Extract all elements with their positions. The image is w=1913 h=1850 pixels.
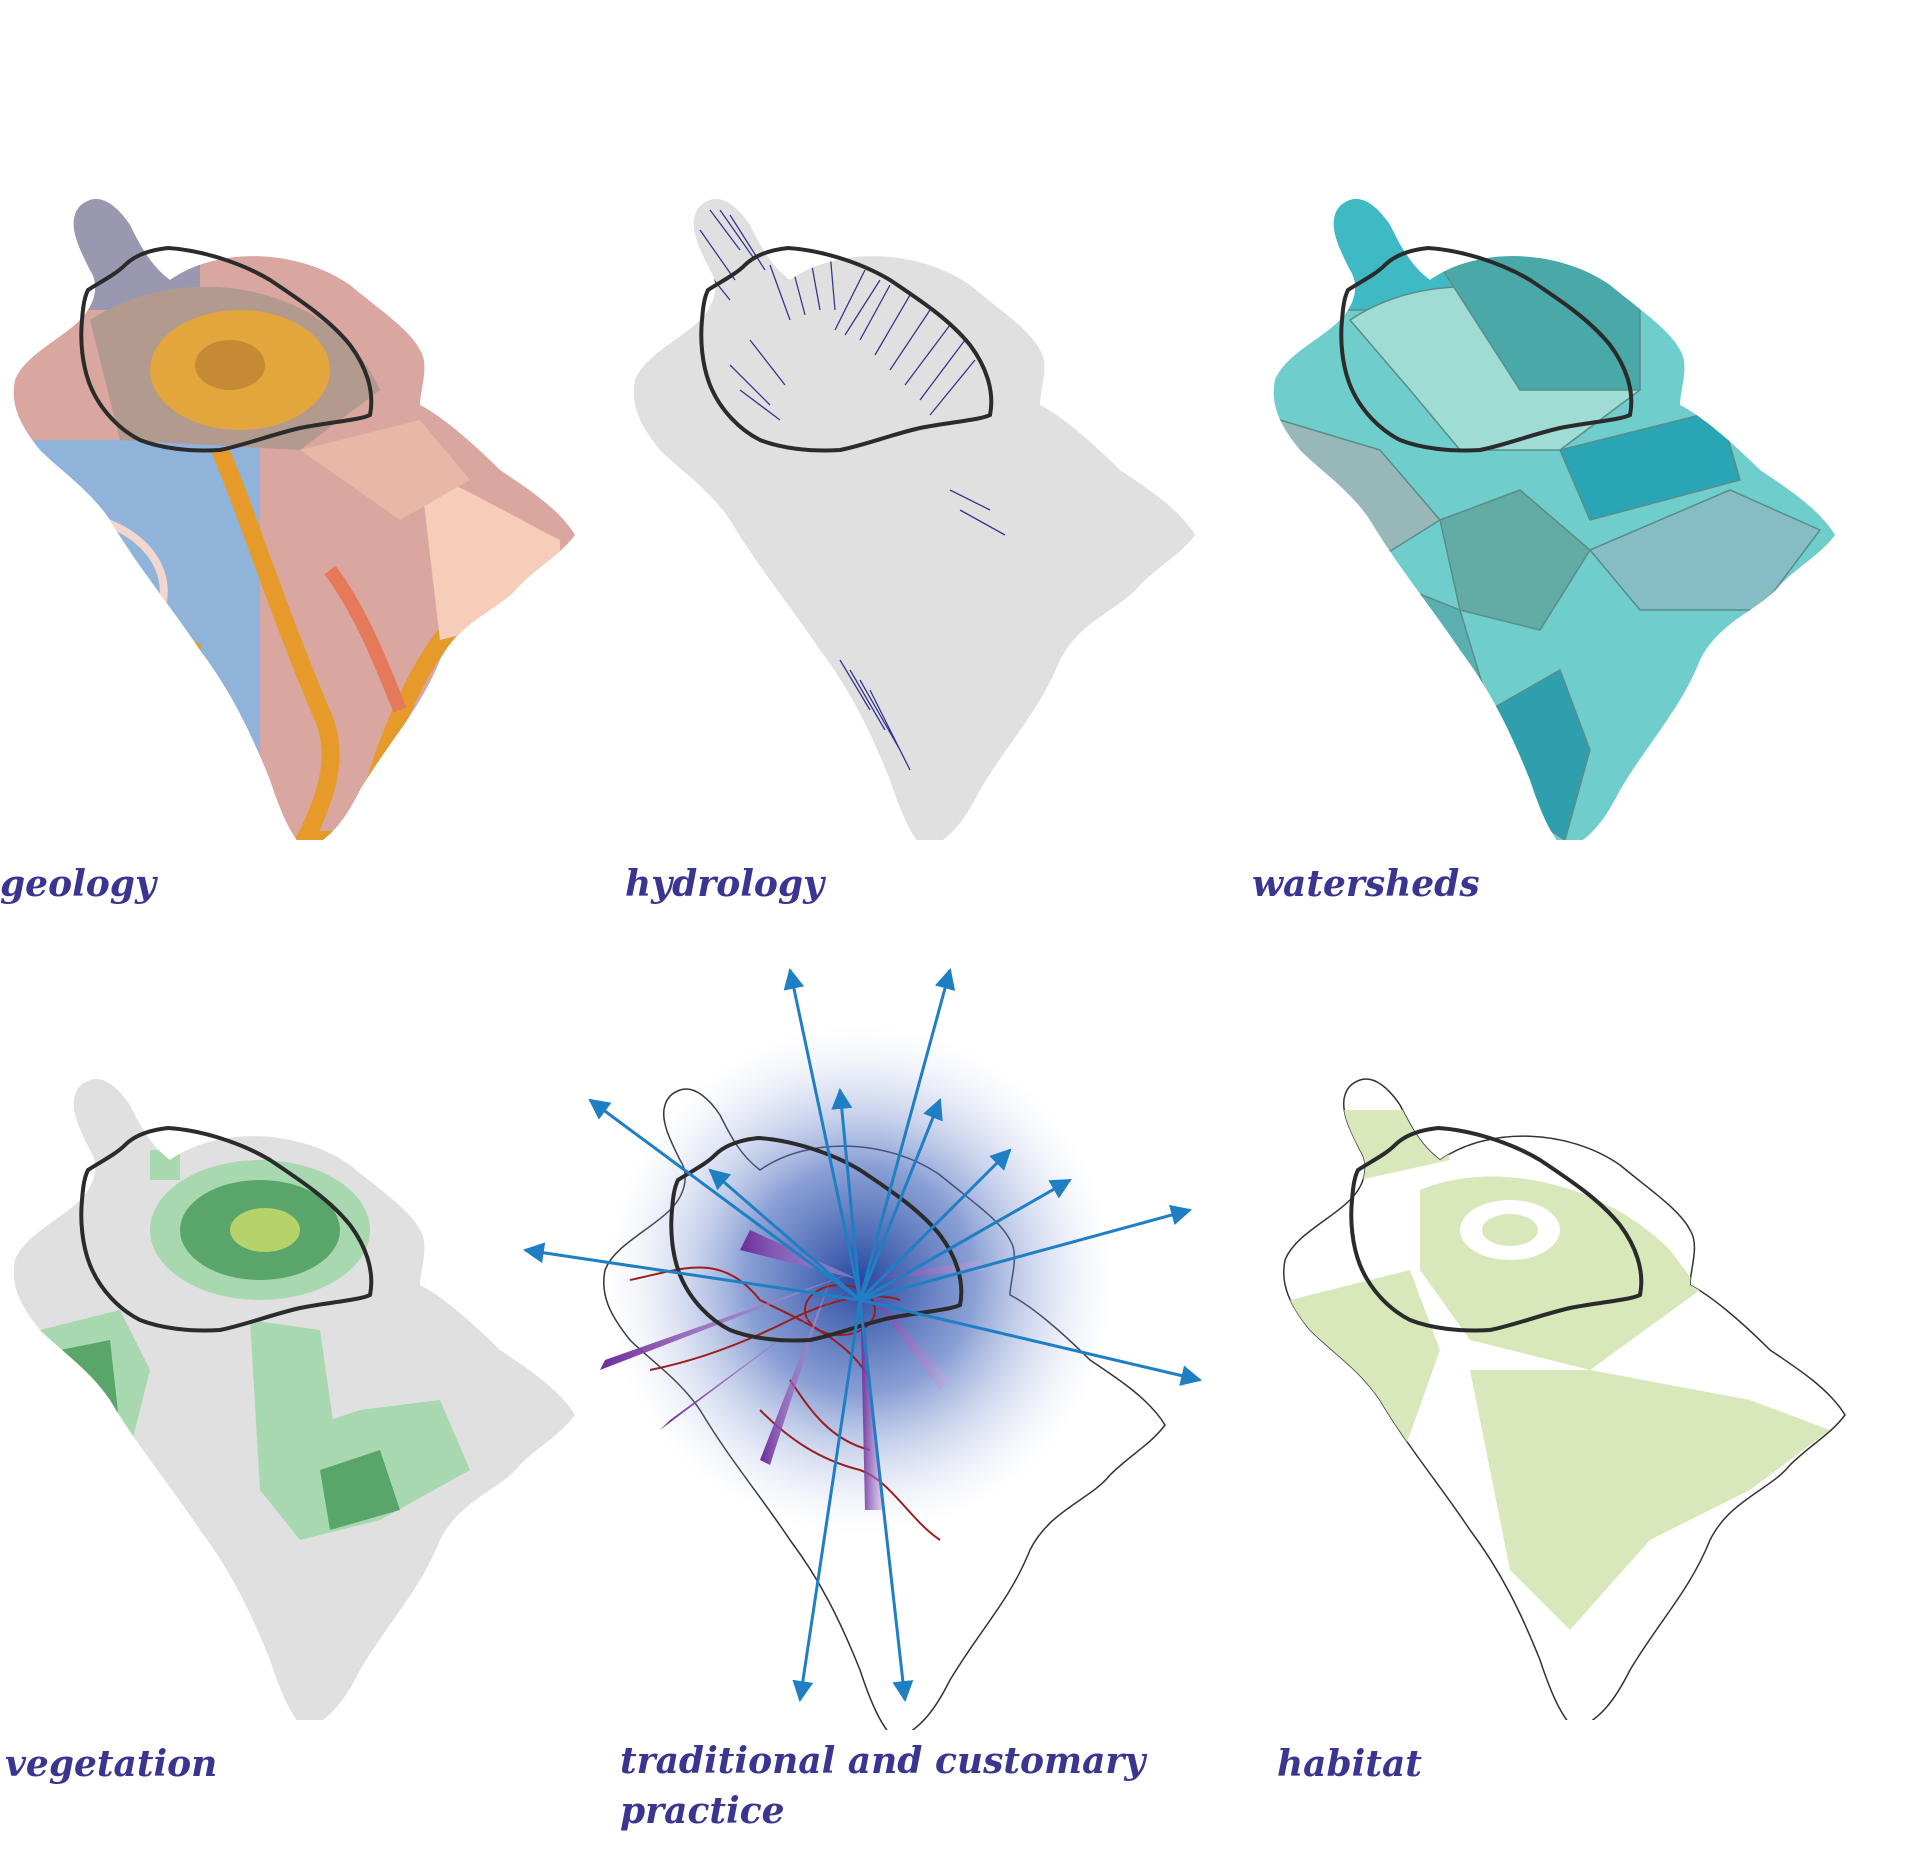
traditional-practice-map	[510, 950, 1230, 1730]
practice-wedge	[660, 1280, 860, 1430]
watersheds-map	[1260, 190, 1880, 840]
arrow-icon	[858, 967, 956, 1301]
hydrology-label: hydrology	[625, 863, 825, 905]
geology-map	[0, 190, 580, 840]
arrow-icon	[858, 1148, 1012, 1302]
practice-wedge	[860, 1280, 885, 1510]
practice-wedge	[860, 1260, 985, 1280]
watersheds-label: watersheds	[1252, 863, 1480, 905]
practice-wedge	[600, 1270, 860, 1370]
traditional-practice-label-line1: traditional and customary	[620, 1740, 1146, 1782]
vegetation-label: vegetation	[5, 1743, 218, 1785]
arrow-icon	[708, 1168, 861, 1302]
arrow-icon	[588, 1098, 861, 1302]
arrow-icon	[858, 1098, 943, 1301]
arrow-icon	[831, 1087, 862, 1301]
habitat-map	[1270, 1070, 1870, 1720]
habitat-label: habitat	[1277, 1743, 1422, 1785]
arrow-icon	[522, 1242, 861, 1302]
arrow-icon	[792, 1299, 862, 1703]
geology-label: geology	[0, 863, 156, 905]
arrow-icon	[859, 1204, 1193, 1302]
arrow-icon	[859, 1178, 1072, 1302]
practice-wedge	[760, 1280, 830, 1465]
arrow-icon	[783, 967, 862, 1301]
arrow-icon	[858, 1299, 914, 1703]
arrow-icon	[859, 1298, 1203, 1386]
hydrology-map	[620, 190, 1200, 840]
vegetation-map	[0, 1070, 580, 1720]
traditional-practice-label-line2: practice	[620, 1790, 785, 1832]
practice-wedge	[860, 1280, 950, 1390]
